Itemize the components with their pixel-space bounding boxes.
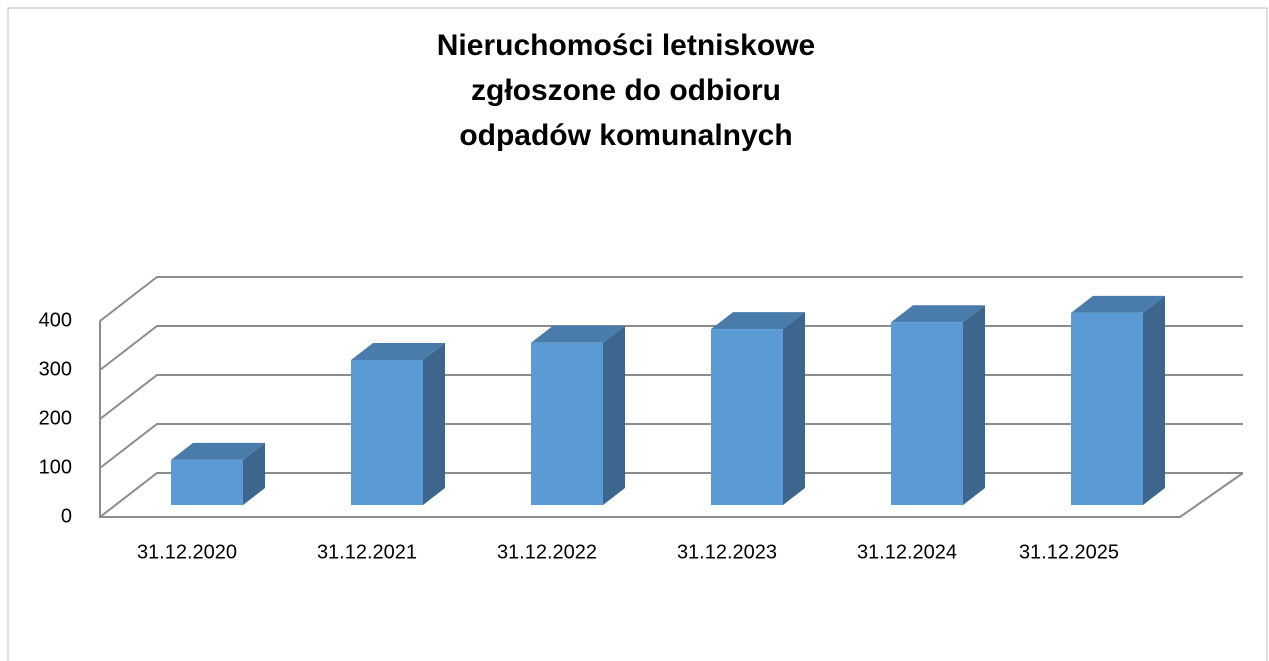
x-tick-label: 31.12.2020 <box>137 541 237 563</box>
bar <box>351 359 423 505</box>
bar-top <box>171 442 265 460</box>
x-tick-label: 31.12.2024 <box>857 541 957 563</box>
bar-top <box>351 342 445 360</box>
bar-side <box>783 312 805 505</box>
x-tick-label: 31.12.2025 <box>1019 541 1119 563</box>
bar-top <box>711 312 805 330</box>
y-tick-label: 0 <box>61 505 72 527</box>
chart-title: Nieruchomości letniskowe <box>437 29 815 62</box>
chart-title: odpadów komunalnych <box>459 119 792 152</box>
y-tick-label: 100 <box>39 456 72 478</box>
y-tick-label: 300 <box>39 358 72 380</box>
bar <box>531 342 603 505</box>
bar-side <box>963 305 985 505</box>
bar-top <box>891 305 985 323</box>
x-tick-label: 31.12.2023 <box>677 541 777 563</box>
bar <box>171 459 243 505</box>
bar <box>891 322 963 505</box>
grid-line <box>99 374 1243 420</box>
chart-border <box>7 7 1268 661</box>
bar-side <box>243 442 265 505</box>
y-tick-label: 400 <box>39 309 72 331</box>
bar-top <box>531 325 625 343</box>
bar-side <box>603 325 625 505</box>
bar <box>711 329 783 505</box>
y-tick-label: 200 <box>39 407 72 429</box>
grid-line <box>99 325 1243 371</box>
grid-line <box>99 472 1243 518</box>
bar-side <box>423 342 445 505</box>
grid-line <box>99 276 1243 322</box>
x-tick-label: 31.12.2022 <box>497 541 597 563</box>
bar-top <box>1071 295 1165 313</box>
bar <box>1071 312 1143 505</box>
bar-side <box>1143 295 1165 505</box>
grid-line <box>99 423 1243 469</box>
chart-title: zgłoszone do odbioru <box>471 74 781 107</box>
x-tick-label: 31.12.2021 <box>317 541 417 563</box>
